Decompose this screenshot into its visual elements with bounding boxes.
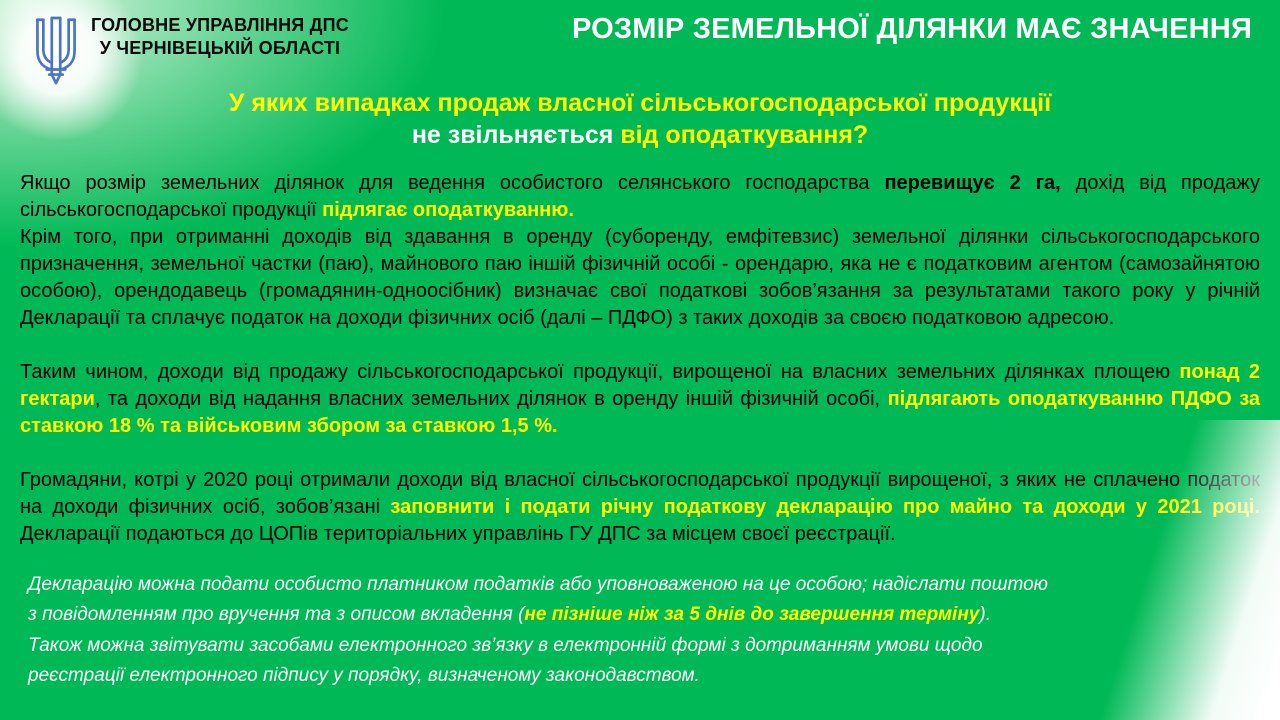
note-line-2: з повідомленням про вручення та з описом…: [28, 604, 991, 626]
section-heading: У яких випадках продаж власної сільськог…: [0, 88, 1280, 151]
ukraine-trident-icon: [36, 16, 76, 85]
note-line-1: Декларацію можна подати особисто платник…: [28, 574, 1048, 595]
paragraph-3: Таким чином, доходи від продажу сільсько…: [20, 361, 1260, 437]
note-line-3: Також можна звітувати засобами електронн…: [28, 634, 983, 656]
org-name-line2: У ЧЕРНІВЕЦЬКІЙ ОБЛАСТІ: [99, 38, 341, 59]
heading-line1: У яких випадках продаж власної сільськог…: [228, 89, 1052, 117]
org-name-line1: ГОЛОВНЕ УПРАВЛІННЯ ДПС: [91, 15, 349, 35]
paragraph-2: Крім того, при отриманні доходів від зда…: [20, 226, 1260, 329]
paragraph-1: Якщо розмір земельних ділянок для веденн…: [20, 172, 1261, 221]
note-block: Декларацію можна подати особисто платник…: [20, 570, 1260, 692]
body-text: Якщо розмір земельних ділянок для веденн…: [20, 170, 1260, 692]
note-line-4: реєстрації електронного підпису у порядк…: [28, 665, 700, 687]
org-name: ГОЛОВНЕ УПРАВЛІННЯ ДПС У ЧЕРНІВЕЦЬКІЙ ОБ…: [84, 14, 356, 60]
heading-line2: не звільняється від оподаткування?: [411, 120, 869, 149]
paragraph-4: Громадяни, котрі у 2020 році отримали до…: [20, 469, 1260, 545]
page-title: РОЗМІР ЗЕМЕЛЬНОЇ ДІЛЯНКИ МАЄ ЗНАЧЕННЯ: [572, 13, 1252, 45]
